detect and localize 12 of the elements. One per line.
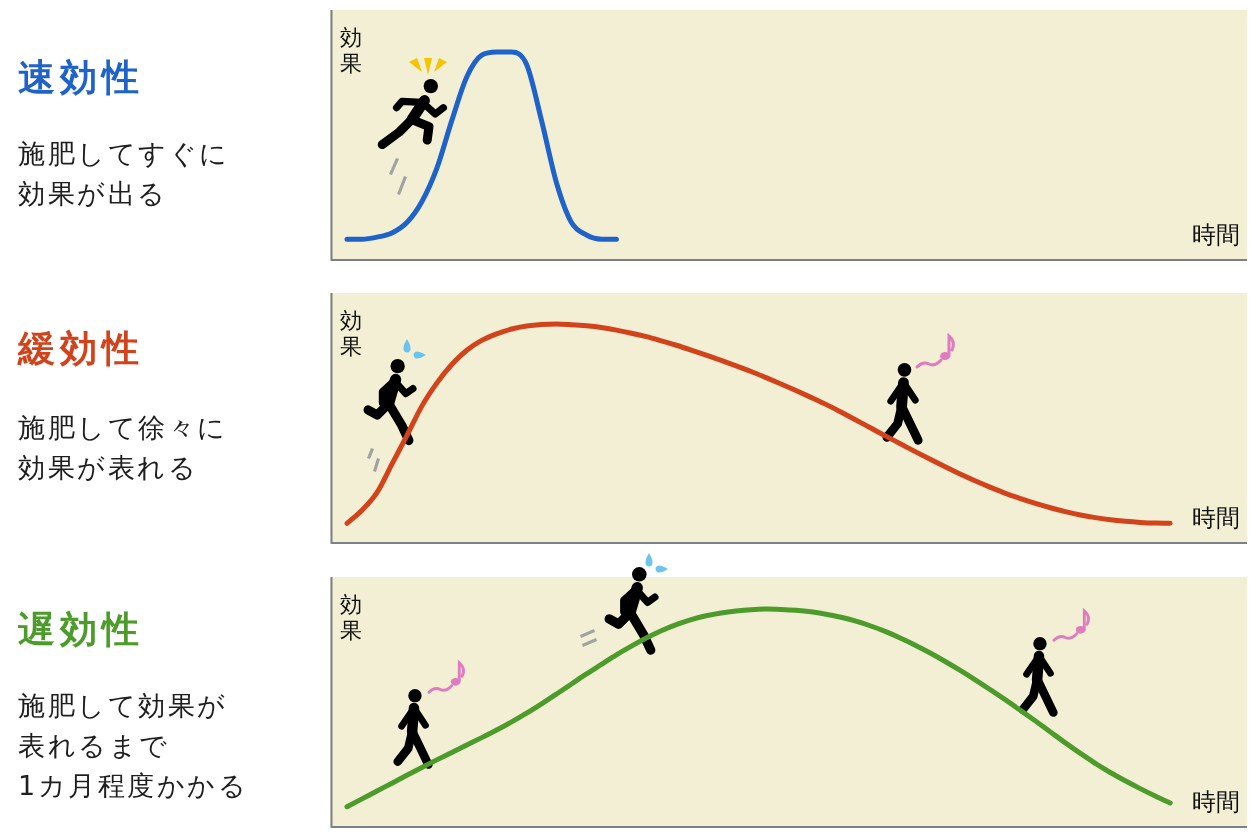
x-axis-title: 時間	[1192, 221, 1240, 249]
chart-title: 緩効性	[18, 327, 144, 371]
x-axis-title: 時間	[1192, 504, 1240, 532]
x-axis-title: 時間	[1192, 788, 1240, 816]
chart-title: 速効性	[18, 56, 144, 100]
chart-title: 遅効性	[18, 608, 144, 652]
text: 施肥してすぐに効果が出る	[18, 137, 230, 211]
y-axis-title: 効果	[340, 592, 362, 644]
y-axis-title: 効果	[340, 25, 362, 77]
y-axis-title: 効果	[340, 308, 362, 360]
text: 施肥して徐々に効果が表れる	[18, 411, 228, 485]
text: 施肥して効果が表れるまで1カ月程度かかる	[18, 689, 249, 803]
